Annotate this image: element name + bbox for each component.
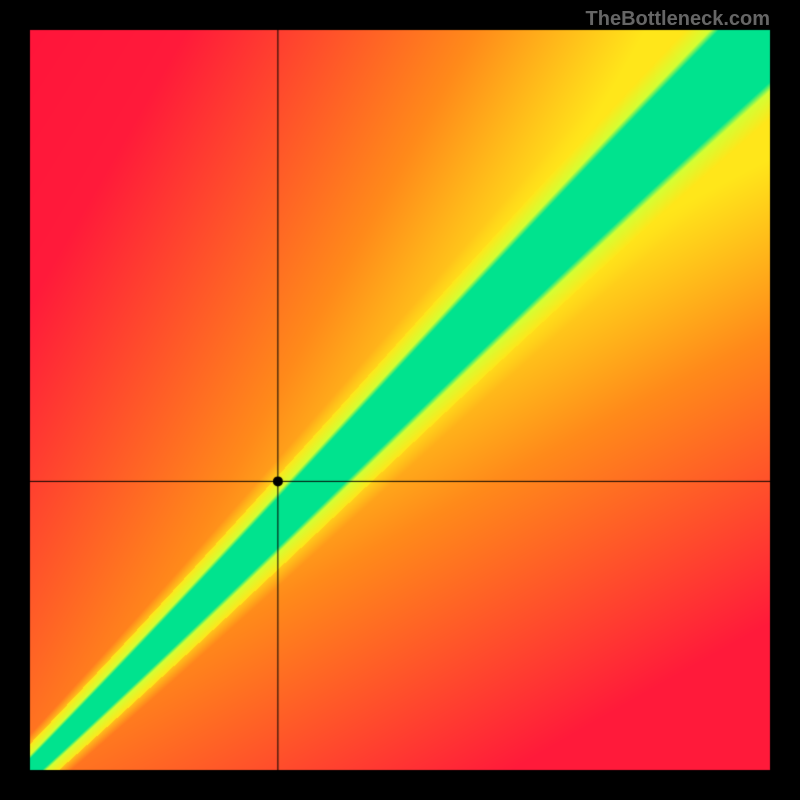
bottleneck-heatmap [0,0,800,800]
watermark-text: TheBottleneck.com [586,8,770,31]
chart-container: TheBottleneck.com [0,0,800,800]
